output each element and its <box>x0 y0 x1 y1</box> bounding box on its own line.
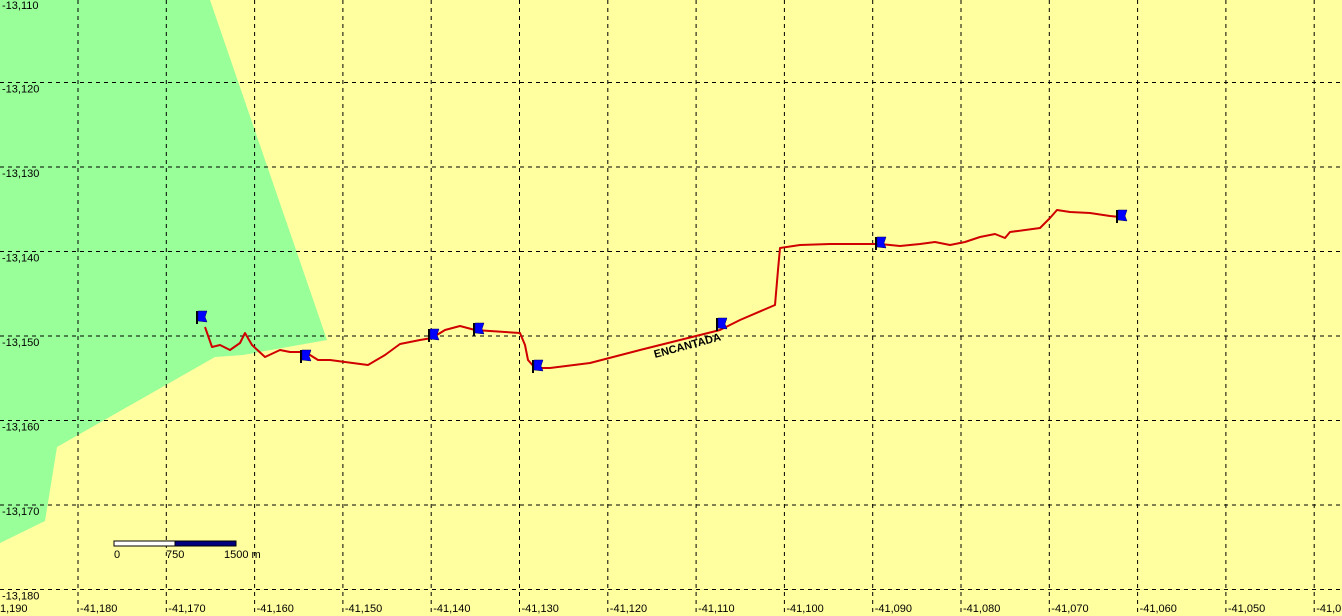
flag <box>533 359 544 372</box>
flag <box>197 310 208 323</box>
flag <box>1117 209 1128 222</box>
latitude-label: -13,120 <box>2 84 39 96</box>
longitude-label: -41,170 <box>168 603 205 615</box>
longitude-label: -41,130 <box>522 603 559 615</box>
longitude-label: -41,120 <box>610 603 647 615</box>
flag <box>429 328 440 341</box>
scale-segment <box>113 540 176 547</box>
scale-label: 750 <box>166 549 184 561</box>
latitude-label: -13,140 <box>2 253 39 265</box>
waypoints <box>196 209 1128 373</box>
flag <box>474 322 485 335</box>
longitude-label: -41,150 <box>345 603 382 615</box>
longitude-label: -41,180 <box>80 603 117 615</box>
longitude-label: -41,160 <box>257 603 294 615</box>
flag <box>717 317 728 330</box>
latitude-label: -13,130 <box>2 168 39 180</box>
longitude-label: -41,100 <box>786 603 823 615</box>
longitude-label: -41,070 <box>1051 603 1088 615</box>
green-area <box>0 0 327 543</box>
scale-label: 1500 m <box>224 549 261 561</box>
latitude-label: -13,110 <box>2 0 39 12</box>
longitude-label: -41,080 <box>963 603 1000 615</box>
scale-segment <box>174 540 237 547</box>
longitude-label: -41,050 <box>1228 603 1265 615</box>
longitude-label: 1,190 <box>0 603 28 615</box>
longitude-label: -41,090 <box>875 603 912 615</box>
latitude-label: -13,180 <box>2 591 39 603</box>
latitude-label: -13,160 <box>2 422 39 434</box>
longitude-label: -41,060 <box>1140 603 1177 615</box>
longitude-label: -41,140 <box>433 603 470 615</box>
flag <box>301 349 312 362</box>
scale-bar: 0 750 1500 m <box>113 540 261 561</box>
flag <box>876 236 887 249</box>
longitude-label: -41,0 <box>1316 603 1341 615</box>
latitude-label: -13,170 <box>2 506 39 518</box>
latitude-label: -13,150 <box>2 337 39 349</box>
scale-label: 0 <box>114 549 120 561</box>
longitude-label: -41,110 <box>698 603 735 615</box>
